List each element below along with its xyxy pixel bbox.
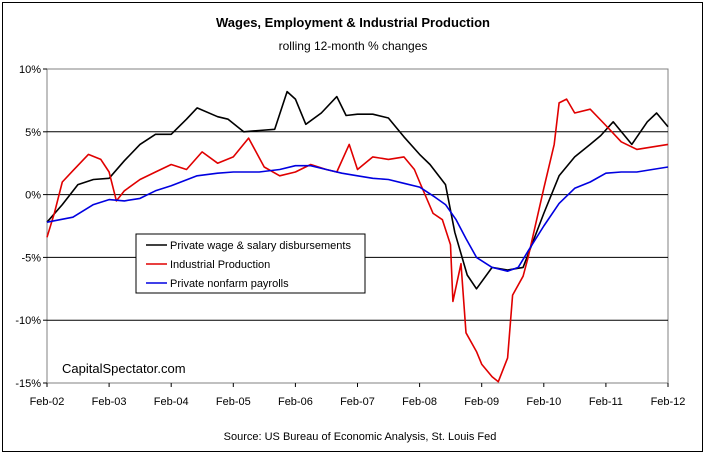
x-tick-label: Feb-04	[154, 396, 189, 408]
y-tick-label: 10%	[19, 64, 41, 76]
x-tick-label: Feb-09	[464, 396, 499, 408]
x-tick-label: Feb-07	[340, 396, 375, 408]
y-tick-label: 5%	[25, 127, 41, 139]
y-tick-label: -5%	[21, 252, 41, 264]
legend-box	[135, 233, 366, 294]
series-lines	[46, 90, 669, 383]
x-tick-label: Feb-11	[589, 396, 623, 408]
series-line-wages	[46, 90, 669, 290]
y-tick-label: 0%	[25, 190, 41, 202]
series-line-industrial-production	[46, 98, 669, 383]
y-axis: 10% 5% 0% -5% -10% -15%	[15, 64, 47, 390]
legend-label-payrolls: Private nonfarm payrolls	[170, 278, 289, 290]
x-tick-label: Feb-06	[278, 396, 313, 408]
source-note: Source: US Bureau of Economic Analysis, …	[224, 431, 497, 443]
y-tick-label: -15%	[15, 378, 41, 390]
x-tick-label: Feb-03	[92, 396, 127, 408]
chart-subtitle: rolling 12-month % changes	[279, 39, 428, 53]
plot-area	[46, 68, 669, 384]
y-tick-label: -10%	[15, 315, 41, 327]
x-tick-label: Feb-12	[651, 396, 686, 408]
chart-title: Wages, Employment & Industrial Productio…	[216, 15, 490, 30]
watermark: CapitalSpectator.com	[62, 361, 186, 376]
x-tick-label: Feb-08	[402, 396, 437, 408]
x-axis: Feb-02 Feb-03 Feb-04 Feb-05 Feb-06 Feb-07 Feb-…	[30, 383, 686, 408]
legend-label-wages: Private wage & salary disbursements	[170, 240, 351, 252]
x-tick-label: Feb-05	[216, 396, 251, 408]
x-tick-label: Feb-02	[30, 396, 65, 408]
legend-label-industrial: Industrial Production	[170, 259, 270, 271]
series-line-payrolls	[46, 164, 669, 273]
legend: Private wage & salary disbursements Indu…	[135, 233, 366, 294]
x-tick-label: Feb-10	[526, 396, 561, 408]
